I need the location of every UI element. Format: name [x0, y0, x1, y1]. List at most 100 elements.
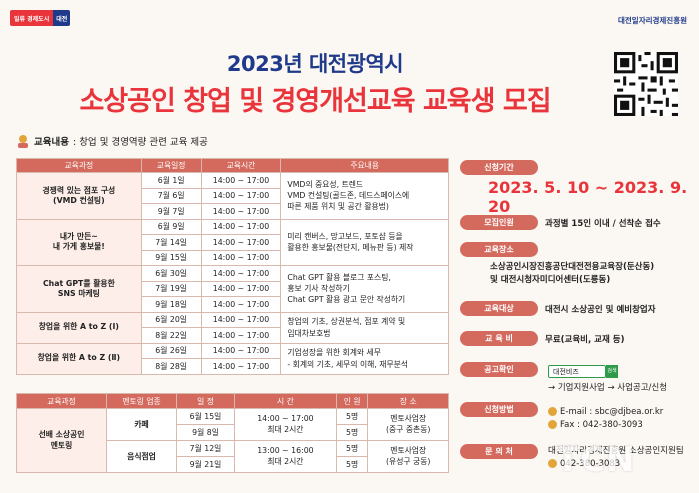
- inquiry-value: 대전일자리경제진흥원 소상공인지원팀: [548, 446, 684, 456]
- mentoring-place: 멘토사업장 (중구 중촌동): [367, 408, 449, 441]
- apply-email[interactable]: E-mail : sbc@djbea.or.kr: [560, 407, 664, 417]
- period-label: 신청기간: [460, 160, 538, 175]
- recruit-value: 과정별 15인 이내 / 선착순 접수: [545, 219, 661, 229]
- mentoring-date: 9월 8일: [176, 424, 235, 441]
- course-content: 기업성장을 위한 회계와 세무 - 회계의 기초, 세무의 이해, 재무분석: [280, 342, 449, 375]
- search-box[interactable]: 대전비즈 검색: [548, 365, 618, 378]
- course-name: Chat GPT를 활용한 SNS 마케팅: [16, 265, 142, 313]
- course-content: 창업의 기초, 상권분석, 점포 계약 및 임대차보호법: [280, 311, 449, 344]
- watermark: TCN: [556, 440, 636, 480]
- mentoring-people: 5명: [335, 456, 369, 473]
- course-time: 14:00 ~ 17:00: [200, 187, 282, 204]
- logo-text-part2: 대전: [53, 10, 71, 26]
- table-row: 내가 만든~ 내 가게 홍보물! 6월 9일 14:00 ~ 17:00 미리 …: [16, 218, 449, 266]
- search-input[interactable]: 대전비즈: [548, 365, 606, 378]
- apply-label: 신청방법: [460, 402, 538, 417]
- table-row: 창업을 위한 A to Z (Ⅰ) 6월 20일 14:00 ~ 17:00 창…: [16, 311, 449, 344]
- course-time: 14:00 ~ 17:00: [200, 234, 282, 251]
- education-content-label: 교육내용: [34, 137, 69, 148]
- course-content: VMD의 중요성, 트렌드 VMD 컨설팅(골드존, 데드스페이스에 따른 제품…: [280, 172, 449, 220]
- qr-code-icon[interactable]: [614, 52, 678, 116]
- course-time: 14:00 ~ 17:00: [200, 265, 282, 282]
- table-row: 7월 19일 14:00 ~ 17:00: [17, 280, 449, 297]
- title-year: 2023년 대전광역시: [226, 52, 404, 76]
- course-time: 14:00 ~ 17:00: [200, 296, 282, 313]
- mentoring-field: 카페: [106, 408, 177, 441]
- header-content: 주요내용: [280, 158, 449, 173]
- course-date: 7월 19일: [140, 280, 202, 297]
- header-course: 교육과정: [16, 158, 142, 173]
- mentoring-field: 음식점업: [106, 440, 177, 473]
- inquiry-info: 대전일자리경제진흥원 소상공인지원팀 042-380-3083: [548, 445, 684, 471]
- fee-label: 교 육 비: [460, 331, 538, 346]
- period-value: 2023. 5. 10 ~ 2023. 9. 20: [488, 178, 688, 216]
- course-date: 6월 30일: [140, 265, 202, 282]
- header-people: 인 원: [335, 393, 369, 409]
- mentoring-date: 6월 15일: [176, 408, 235, 425]
- header-date: 일 정: [176, 393, 235, 409]
- table-row: 음식점업 7월 12일 13:00 ~ 16:00 최대 2시간 5명 멘토사업…: [17, 440, 449, 473]
- place-label: 교육장소: [460, 242, 538, 257]
- course-date: 8월 22일: [140, 327, 202, 344]
- course-date: 6월 1일: [140, 172, 202, 189]
- header-course: 교육과정: [16, 393, 107, 409]
- course-date: 6월 9일: [140, 218, 202, 235]
- course-name: 창업을 위한 A to Z (Ⅱ): [16, 342, 142, 375]
- fee-value: 무료(교육비, 교재 등): [545, 335, 625, 345]
- course-date: 9월 7일: [140, 203, 202, 220]
- course-content: Chat GPT 활용 블로그 포스팅, 홍보 기사 작성하기 Chat GPT…: [280, 265, 449, 313]
- course-content: 미리 캔버스, 망고보드, 포토샵 등을 활용한 홍보물(전단지, 메뉴판 등)…: [280, 218, 449, 266]
- header-place: 장 소: [367, 393, 449, 409]
- course-name: 경쟁력 있는 점포 구성 (VMD 컨설팅): [16, 172, 142, 220]
- header-time: 교육시간: [200, 158, 282, 173]
- course-schedule-table: 교육과정 교육일정 교육시간 주요내용 경쟁력 있는 점포 구성 (VMD 컨설…: [16, 158, 449, 375]
- place-value: 소상공인시장진흥공단대전전용교육장(둔산동) 및 대전시청자미디어센터(도룡동): [490, 262, 655, 285]
- course-time: 14:00 ~ 17:00: [200, 203, 282, 220]
- course-date: 7월 6일: [140, 187, 202, 204]
- table-row: 창업을 위한 A to Z (Ⅱ) 6월 26일 14:00 ~ 17:00 기…: [16, 342, 449, 375]
- course-name: 내가 만든~ 내 가게 홍보물!: [16, 218, 142, 266]
- apply-fax: Fax : 042-380-3093: [560, 420, 643, 431]
- email-icon: [548, 407, 557, 416]
- recruit-label: 모집인원: [460, 215, 538, 230]
- inquiry-label: 문 의 처: [460, 444, 538, 459]
- course-date: 8월 28일: [140, 358, 202, 375]
- course-name: 창업을 위한 A to Z (Ⅰ): [16, 311, 142, 344]
- table-row: 9월 15일 14:00 ~ 17:00: [17, 249, 449, 266]
- table-row: Chat GPT를 활용한 SNS 마케팅 6월 30일 14:00 ~ 17:…: [16, 265, 449, 313]
- city-logo: 일류 경제도시 대전: [10, 10, 71, 26]
- course-time: 14:00 ~ 17:00: [200, 172, 282, 189]
- mentoring-place: 멘토사업장 (유성구 궁동): [367, 440, 449, 473]
- table-row: 9월 7일 14:00 ~ 17:00: [17, 203, 449, 220]
- apply-contact: E-mail : sbc@djbea.or.kr Fax : 042-380-3…: [548, 406, 663, 432]
- course-date: 6월 26일: [140, 342, 202, 359]
- target-value: 대전시 소상공인 및 예비창업자: [545, 305, 656, 315]
- header-field: 멘토링 업종: [106, 393, 177, 409]
- education-content: 교육내용 : 창업 및 경영역량 관련 교육 제공: [16, 134, 208, 148]
- mentoring-table: 교육과정 멘토링 업종 일 정 시 간 인 원 장 소 선배 소상공인 멘토링 …: [16, 393, 449, 473]
- table-row: 경쟁력 있는 점포 구성 (VMD 컨설팅) 6월 1일 14:00 ~ 17:…: [16, 172, 449, 220]
- course-time: 14:00 ~ 17:00: [200, 249, 282, 266]
- header-time: 시 간: [234, 393, 337, 409]
- target-label: 교육대상: [460, 301, 538, 316]
- mentoring-people: 5명: [335, 440, 369, 457]
- notice-path: → 기업지원사업 → 사업공고/신청: [548, 383, 668, 393]
- course-time: 14:00 ~ 17:00: [200, 342, 282, 359]
- mentoring-time: 14:00 ~ 17:00 최대 2시간: [234, 408, 337, 441]
- course-time: 14:00 ~ 17:00: [200, 218, 282, 235]
- table-row: 선배 소상공인 멘토링 카페 6월 15일 14:00 ~ 17:00 최대 2…: [16, 408, 449, 473]
- education-content-text: : 창업 및 경영역량 관련 교육 제공: [72, 137, 208, 148]
- inquiry-phone: 042-380-3083: [560, 459, 621, 470]
- course-date: 6월 20일: [140, 311, 202, 328]
- course-time: 14:00 ~ 17:00: [200, 327, 282, 344]
- search-button[interactable]: 검색: [606, 365, 618, 378]
- table-row: 8월 22일 14:00 ~ 17:00: [17, 327, 449, 344]
- course-date: 7월 14일: [140, 234, 202, 251]
- title-main: 소상공인 창업 및 경영개선교육 교육생 모집: [79, 86, 551, 117]
- logo-text-part1: 일류 경제도시: [10, 10, 54, 26]
- notice-label: 공고확인: [460, 362, 538, 377]
- course-date: 9월 15일: [140, 249, 202, 266]
- mentoring-time: 13:00 ~ 16:00 최대 2시간: [234, 440, 337, 473]
- fax-icon: [548, 420, 557, 430]
- course-date: 9월 18일: [140, 296, 202, 313]
